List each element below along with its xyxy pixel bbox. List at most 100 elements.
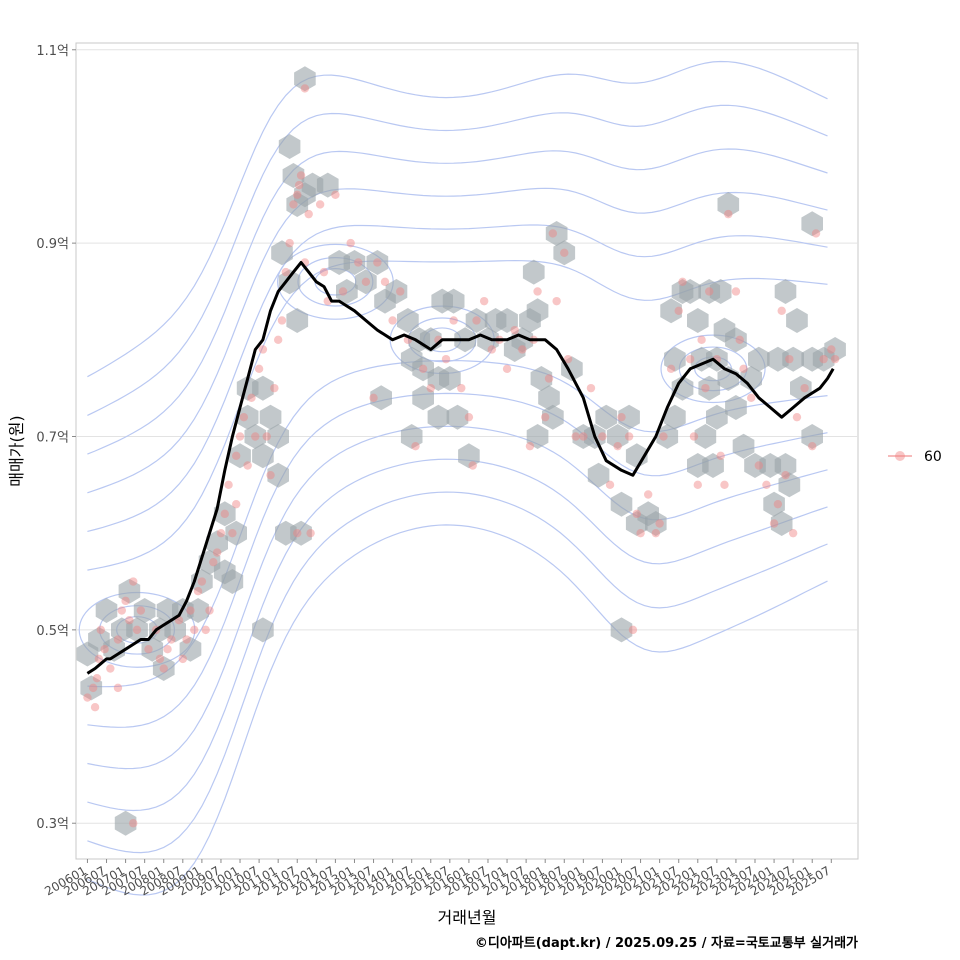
hex-bin [664,404,686,430]
hex-bin [164,617,186,643]
scatter-point [106,664,115,673]
trend-line [86,261,835,675]
x-axis-title: 거래년월 [438,908,497,927]
scatter-point [209,557,218,567]
hex-bin [664,346,686,372]
scatter-point [285,238,294,248]
hex-bin [706,404,728,430]
scatter-point [735,335,744,345]
scatter-point [273,335,283,345]
scatter-point [544,374,554,383]
density-contour-ring [660,334,766,404]
scatter-point [220,509,229,519]
scatter-point [228,528,237,538]
scatter-point [632,509,641,519]
hex-bin [770,511,793,536]
scatter-point [304,209,313,219]
scatter-point [502,364,512,374]
hex-bin [252,443,274,469]
hex-bin [252,617,274,643]
hex-bin [278,269,301,295]
scatter-point [125,615,134,625]
hex-bin [271,240,293,266]
scatter-point [197,577,207,586]
scatter-point [457,383,466,393]
hex-bin [385,279,408,304]
hex-bin [366,250,389,275]
y-tick-label: 0.5억 [36,624,69,639]
scatter-point [701,383,710,393]
scatter-point [739,364,748,374]
scatter-point [338,287,348,296]
scatter-point [827,345,836,354]
scatter-point [243,461,252,470]
density-contour-line [87,524,828,896]
hex-bin [645,511,667,536]
hex-bin [370,385,392,411]
scatter-point [92,674,102,683]
hex-bin [343,250,366,275]
hex-bin [748,346,770,372]
scatter-point [685,354,695,364]
scatter-point [300,84,310,93]
hex-bin [316,172,339,198]
hex-bin [545,221,568,246]
scatter-point [586,383,596,393]
scatter-point [510,325,519,335]
scatter-point [468,461,477,470]
scatter-point [224,480,233,490]
scatter-point [746,393,756,403]
hex-bin [397,308,419,333]
scatter-point [560,248,569,258]
scatter-point [811,229,821,238]
scatter-point [617,412,626,422]
hex-bin [656,424,679,449]
hex-bin [446,404,469,430]
hex-bins [76,66,846,836]
scatter-point [296,171,306,180]
hex-bin [229,443,251,469]
hex-bin [114,810,137,836]
scatter-point [129,577,138,586]
scatter-point [94,654,104,664]
hex-bin [259,404,282,430]
hex-bin [439,366,461,391]
scatter-point [289,200,298,209]
scatter-point [212,548,222,557]
scatter-point [754,461,764,470]
hex-bin [542,404,564,430]
scatter-point [216,528,226,538]
hex-bin [671,375,694,401]
scatter-point [769,519,779,528]
y-axis-title: 매매가(원) [7,415,26,486]
trend-line-layer [86,261,835,675]
scatter-point [781,470,790,480]
hex-bin [587,462,610,488]
hex-bin [786,308,808,333]
hex-bin [221,569,244,594]
density-contour-line [87,224,828,532]
scatter-point [533,287,542,296]
scatter-point [441,354,451,364]
scatter-point [777,306,786,316]
scatter-point [724,209,733,219]
scatter-point [369,393,378,403]
hex-bin [442,288,465,314]
scatter-point [331,190,340,199]
hex-bin [282,163,305,188]
scatter-point [705,287,714,296]
hex-bin [610,491,633,517]
scatter-point [380,277,390,287]
scatter-point [411,441,420,451]
density-contour-line [87,360,828,688]
scatter-point [762,480,771,490]
scatter-point [479,296,489,306]
scatter-point [697,335,706,345]
scatter-point [96,625,105,635]
legend-label: 60 [924,449,942,465]
scatter-point [190,625,199,635]
hex-bin [561,356,583,382]
scatter-point [113,683,123,693]
scatter-point [571,432,580,441]
y-tick-label: 0.3억 [36,817,69,832]
